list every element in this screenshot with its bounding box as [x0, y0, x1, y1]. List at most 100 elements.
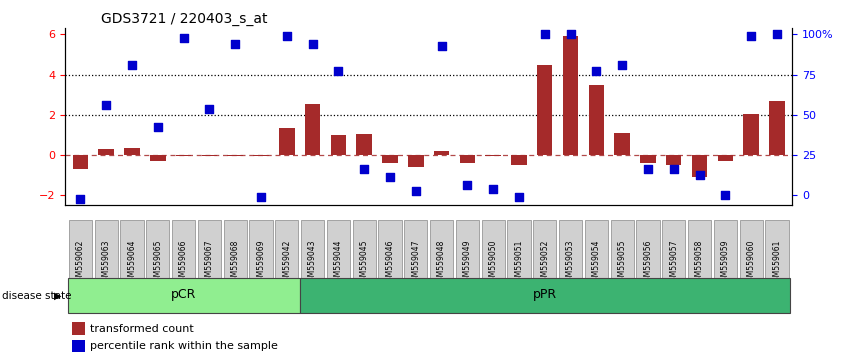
Bar [150, 155, 165, 161]
Text: pCR: pCR [171, 288, 197, 301]
Text: transformed count: transformed count [90, 324, 194, 333]
Bar [434, 151, 449, 155]
FancyBboxPatch shape [585, 220, 608, 304]
Text: percentile rank within the sample: percentile rank within the sample [90, 341, 278, 351]
Point [254, 194, 268, 200]
Bar [537, 64, 553, 155]
FancyBboxPatch shape [507, 220, 531, 304]
Bar [176, 155, 191, 156]
FancyBboxPatch shape [197, 220, 221, 304]
Point [693, 172, 707, 178]
Text: GSM559056: GSM559056 [643, 239, 652, 286]
Bar [73, 155, 88, 169]
Point [100, 102, 113, 108]
Text: GSM559044: GSM559044 [334, 239, 343, 286]
FancyBboxPatch shape [559, 220, 582, 304]
Text: GSM559064: GSM559064 [127, 239, 137, 286]
Bar [202, 155, 217, 156]
Point [203, 106, 216, 112]
FancyBboxPatch shape [300, 278, 790, 313]
Point [538, 32, 552, 37]
FancyBboxPatch shape [688, 220, 711, 304]
FancyBboxPatch shape [714, 220, 737, 304]
Text: GSM559045: GSM559045 [359, 239, 369, 286]
FancyBboxPatch shape [223, 220, 247, 304]
Point [383, 174, 397, 180]
Text: GSM559054: GSM559054 [591, 239, 601, 286]
FancyBboxPatch shape [68, 278, 300, 313]
Bar [614, 133, 630, 155]
Bar [125, 148, 139, 155]
Text: GSM559065: GSM559065 [153, 239, 162, 286]
Point [435, 44, 449, 49]
Bar [228, 155, 243, 156]
FancyBboxPatch shape [611, 220, 634, 304]
Bar [99, 149, 114, 155]
Text: GSM559047: GSM559047 [411, 239, 420, 286]
Point [770, 32, 784, 37]
Bar [692, 155, 708, 177]
Text: GSM559062: GSM559062 [76, 239, 85, 286]
Point [125, 62, 139, 67]
FancyBboxPatch shape [662, 220, 685, 304]
Text: GSM559067: GSM559067 [205, 239, 214, 286]
Point [358, 166, 372, 172]
FancyBboxPatch shape [430, 220, 453, 304]
FancyBboxPatch shape [172, 220, 195, 304]
Bar [563, 36, 578, 155]
Text: ▶: ▶ [54, 291, 61, 301]
Text: GSM559053: GSM559053 [566, 239, 575, 286]
Text: GSM559042: GSM559042 [282, 239, 291, 286]
Point [409, 188, 423, 194]
Bar [357, 134, 372, 155]
FancyBboxPatch shape [404, 220, 428, 304]
Bar [718, 155, 733, 161]
FancyBboxPatch shape [352, 220, 376, 304]
FancyBboxPatch shape [740, 220, 763, 304]
Bar [769, 101, 785, 155]
Point [641, 166, 655, 172]
Bar [305, 104, 320, 155]
Point [744, 34, 758, 39]
Point [667, 166, 681, 172]
FancyBboxPatch shape [146, 220, 170, 304]
Bar [382, 155, 397, 163]
Text: GSM559061: GSM559061 [772, 239, 781, 286]
Text: GSM559049: GSM559049 [462, 239, 472, 286]
FancyBboxPatch shape [378, 220, 402, 304]
Text: GSM559050: GSM559050 [488, 239, 498, 286]
Bar [253, 155, 268, 156]
FancyBboxPatch shape [68, 220, 92, 304]
Text: GSM559068: GSM559068 [230, 239, 240, 286]
Text: GSM559058: GSM559058 [695, 239, 704, 286]
Point [151, 124, 165, 130]
Text: GSM559052: GSM559052 [540, 239, 549, 286]
Text: GSM559059: GSM559059 [721, 239, 730, 286]
Point [564, 32, 578, 37]
Point [280, 34, 294, 39]
Text: GSM559060: GSM559060 [746, 239, 756, 286]
FancyBboxPatch shape [637, 220, 660, 304]
Bar [640, 155, 656, 163]
FancyBboxPatch shape [533, 220, 556, 304]
Text: pPR: pPR [533, 288, 557, 301]
FancyBboxPatch shape [275, 220, 299, 304]
FancyBboxPatch shape [481, 220, 505, 304]
FancyBboxPatch shape [120, 220, 144, 304]
Bar [408, 155, 423, 167]
Bar [666, 155, 682, 165]
Bar [511, 155, 527, 165]
FancyBboxPatch shape [456, 220, 479, 304]
Point [590, 68, 604, 73]
Text: GSM559066: GSM559066 [179, 239, 188, 286]
Bar [72, 340, 86, 352]
Text: GSM559063: GSM559063 [101, 239, 111, 286]
Bar [279, 128, 294, 155]
Point [177, 35, 191, 41]
FancyBboxPatch shape [94, 220, 118, 304]
Bar [331, 135, 346, 155]
Point [74, 196, 87, 202]
Point [719, 193, 733, 198]
Point [306, 41, 320, 47]
Text: GSM559043: GSM559043 [308, 239, 317, 286]
